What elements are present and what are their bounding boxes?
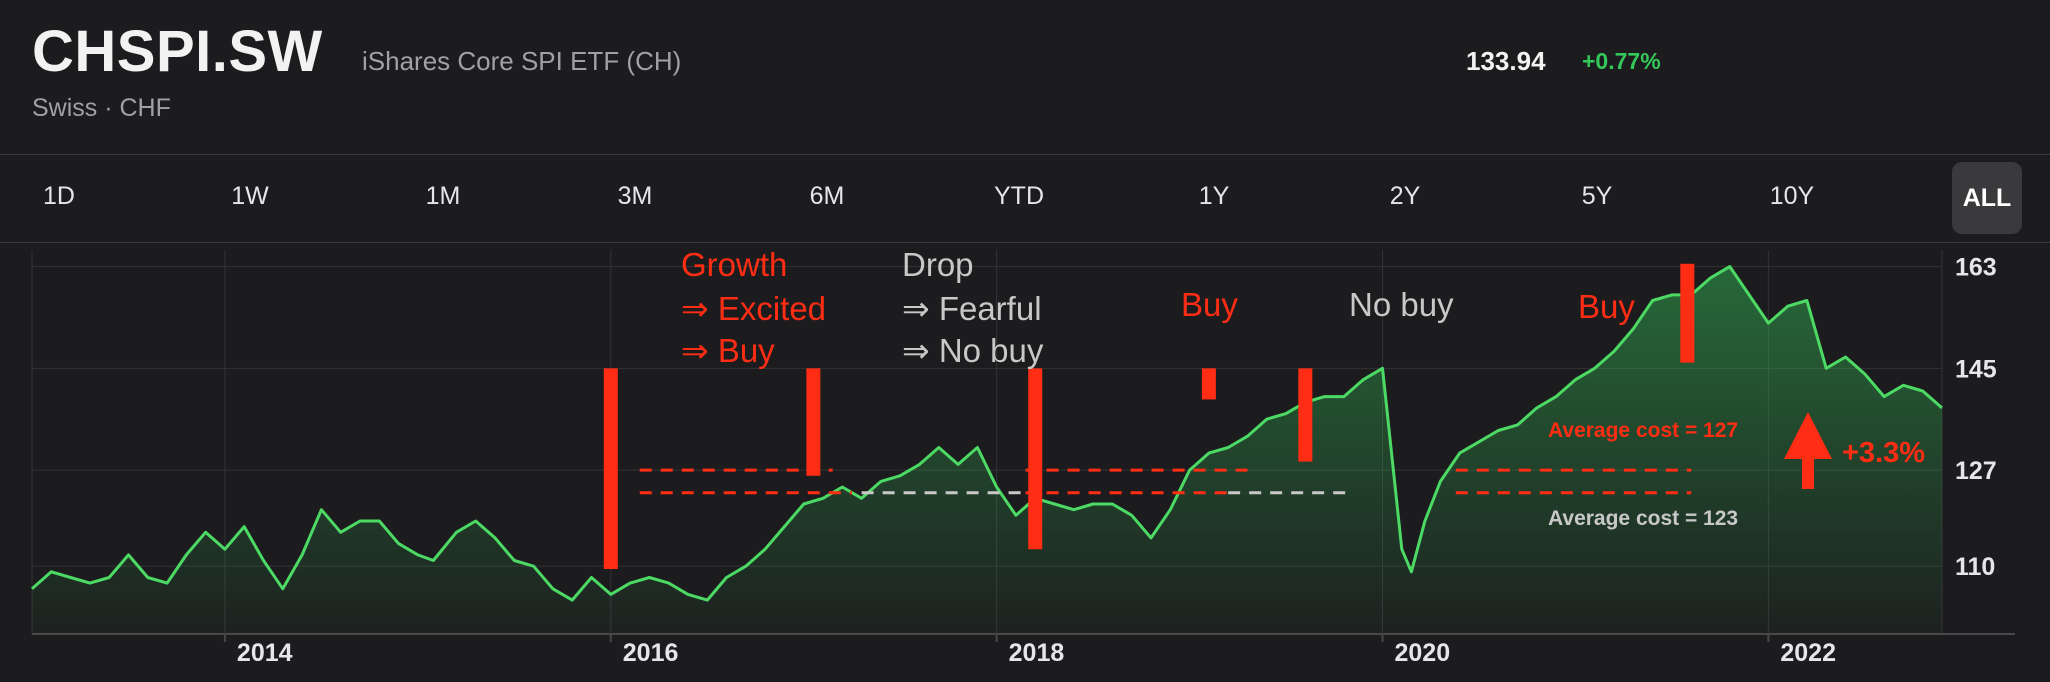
y-tick-label: 163 [1955, 254, 1997, 282]
gain-arrow-shaft [1802, 455, 1814, 489]
annotation-marks [603, 263, 1832, 569]
tab-10y[interactable]: 10Y [1769, 182, 1815, 210]
x-tick-label: 2014 [237, 639, 293, 667]
trade-marker-bar [1028, 368, 1043, 550]
annotation-growth: Growth [681, 246, 787, 283]
tab-2y[interactable]: 2Y [1389, 182, 1421, 210]
tab-ytd[interactable]: YTD [994, 182, 1044, 210]
price-area-fill [32, 266, 1942, 634]
annotation-buy-2: Buy [1181, 286, 1238, 323]
tab-6m[interactable]: 6M [809, 182, 845, 210]
y-tick-label: 145 [1955, 355, 1997, 383]
price-line [31, 265, 1943, 602]
annotation-drop: Drop [902, 246, 974, 283]
fund-name: iShares Core SPI ETF (CH) [362, 46, 682, 76]
trade-marker-bar [806, 368, 821, 476]
gain-percent-label: +3.3% [1842, 437, 1925, 469]
axis-ticks: 110 127 145 163 2014 2016 2018 2020 2022 [237, 254, 1997, 667]
annotation-buy-1: ⇒ Buy [681, 332, 775, 369]
tab-1m[interactable]: 1M [425, 182, 461, 210]
trade-marker-bar [1298, 368, 1313, 462]
gain-arrow-head [1784, 412, 1832, 459]
y-tick-label: 127 [1955, 457, 1997, 485]
x-tick-label: 2016 [623, 639, 679, 667]
tab-1d[interactable]: 1D [43, 182, 75, 210]
tab-5y[interactable]: 5Y [1581, 182, 1613, 210]
tab-3m[interactable]: 3M [617, 182, 653, 210]
current-price: 133.94 [1466, 46, 1546, 76]
tab-all[interactable]: ALL [1952, 162, 2022, 234]
average-cost-127-label: Average cost = 127 [1548, 419, 1738, 442]
x-tick-label: 2020 [1395, 639, 1451, 667]
trade-marker-bar [603, 368, 618, 569]
annotation-no-buy-2: No buy [1349, 286, 1454, 323]
tabs-divider [0, 242, 2050, 243]
trade-marker-bar [1680, 263, 1695, 363]
y-tick-label: 110 [1955, 553, 1995, 581]
annotation-excited: ⇒ Excited [681, 290, 826, 327]
annotation-no-buy-1: ⇒ No buy [902, 332, 1044, 369]
exchange-currency: Swiss · CHF [32, 94, 171, 122]
annotation-buy-3: Buy [1578, 288, 1635, 325]
trade-marker-bar [1201, 368, 1216, 400]
x-tick-label: 2018 [1009, 639, 1065, 667]
tab-1w[interactable]: 1W [231, 182, 269, 210]
x-tick-label: 2022 [1780, 639, 1836, 667]
price-change: +0.77% [1582, 48, 1661, 74]
tab-1y[interactable]: 1Y [1198, 182, 1230, 210]
ticker-symbol: CHSPI.SW [32, 19, 323, 84]
annotation-fearful: ⇒ Fearful [902, 290, 1042, 327]
header-divider [0, 154, 2050, 155]
average-cost-123-label: Average cost = 123 [1548, 507, 1738, 530]
